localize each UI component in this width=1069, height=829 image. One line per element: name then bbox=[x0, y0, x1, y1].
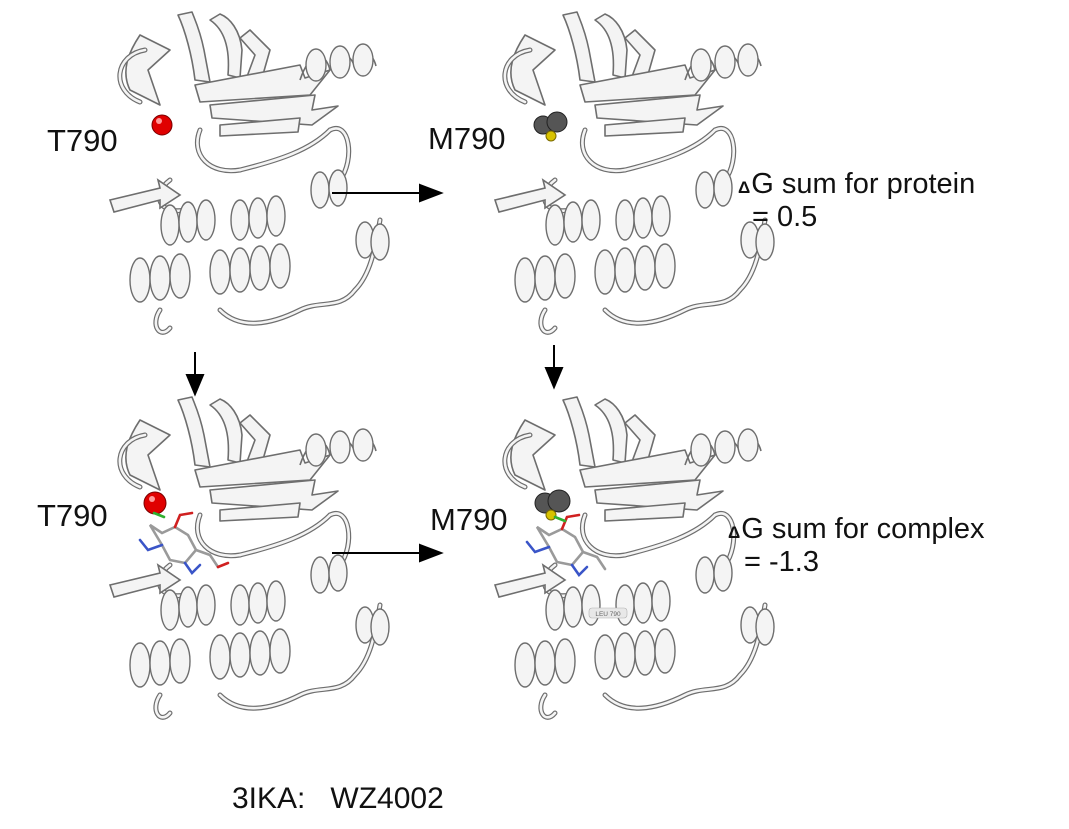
residue-label-bottom-left: T790 bbox=[37, 498, 108, 533]
protein-structure-top-right bbox=[485, 10, 785, 360]
residue-label-bottom-right: M790 bbox=[430, 502, 508, 537]
delta-symbol: Δ bbox=[738, 178, 751, 197]
delta-g-complex-value: = -1.3 bbox=[744, 545, 819, 578]
arrowhead-bottom-horizontal bbox=[419, 543, 444, 563]
ribbon-cartoon bbox=[100, 395, 400, 745]
ligand-sticks bbox=[138, 511, 230, 576]
delta-g-protein-annotation: ΔG sum for protein = 0.5 bbox=[738, 168, 975, 234]
delta-symbol: Δ bbox=[728, 523, 741, 542]
ribbon-cartoon bbox=[100, 10, 400, 360]
ribbon-cartoon bbox=[485, 10, 785, 360]
delta-g-complex-annotation: ΔG sum for complex = -1.3 bbox=[728, 513, 985, 579]
residue-label-top-left: T790 bbox=[47, 123, 118, 158]
residue-tag: LEU 790 bbox=[595, 611, 621, 618]
ligand-sticks bbox=[525, 513, 607, 578]
delta-g-protein-label: G sum for protein bbox=[751, 168, 976, 200]
ligand-name: WZ4002 bbox=[330, 782, 444, 815]
protein-structure-top-left bbox=[100, 10, 400, 360]
protein-structure-bottom-left bbox=[100, 395, 400, 745]
protein-structure-bottom-right: LEU 790 bbox=[485, 395, 785, 745]
residue-label-top-right: M790 bbox=[428, 121, 506, 156]
delta-g-protein-value: = 0.5 bbox=[752, 200, 818, 233]
pdb-id: 3IKA: bbox=[232, 782, 306, 815]
arrowhead-right-vertical bbox=[544, 367, 564, 390]
delta-g-complex-label: G sum for complex bbox=[741, 513, 985, 545]
sulfur-atom bbox=[545, 509, 557, 521]
arrowhead-left-vertical bbox=[185, 374, 205, 397]
ribbon-cartoon: LEU 790 bbox=[485, 395, 785, 745]
sulfur-atom bbox=[545, 130, 557, 142]
arrowhead-top-horizontal bbox=[419, 183, 444, 203]
footer-caption: 3IKA: WZ4002 bbox=[232, 782, 444, 816]
